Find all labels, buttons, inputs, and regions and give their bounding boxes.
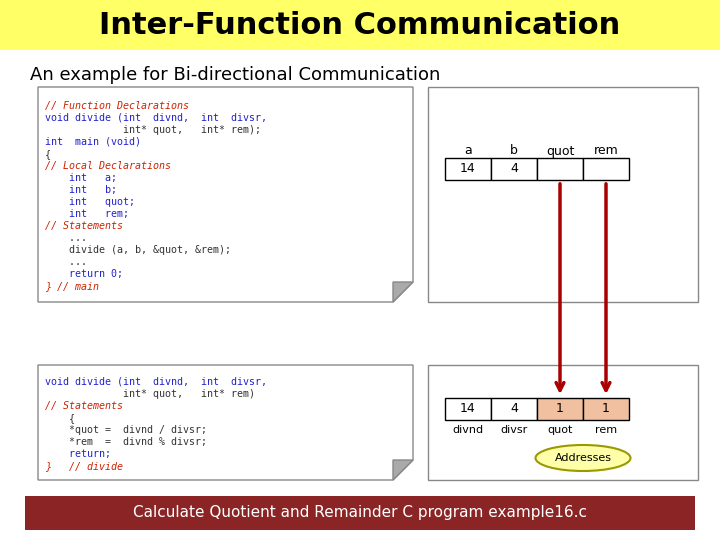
Text: divnd: divnd xyxy=(452,425,484,435)
Text: quot: quot xyxy=(547,425,572,435)
Polygon shape xyxy=(38,365,413,480)
Text: // Statements: // Statements xyxy=(45,221,123,231)
Polygon shape xyxy=(38,87,413,302)
Text: // Function Declarations: // Function Declarations xyxy=(45,101,189,111)
FancyBboxPatch shape xyxy=(583,158,629,180)
Text: 1: 1 xyxy=(602,402,610,415)
FancyBboxPatch shape xyxy=(491,158,537,180)
Text: void divide (int  divnd,  int  divsr,: void divide (int divnd, int divsr, xyxy=(45,113,267,123)
FancyBboxPatch shape xyxy=(428,87,698,302)
Text: 4: 4 xyxy=(510,402,518,415)
Text: Calculate Quotient and Remainder C program example16.c: Calculate Quotient and Remainder C progr… xyxy=(133,505,587,521)
Text: ...: ... xyxy=(45,257,87,267)
Polygon shape xyxy=(393,282,413,302)
Text: ...: ... xyxy=(45,233,87,243)
FancyBboxPatch shape xyxy=(25,496,695,530)
FancyBboxPatch shape xyxy=(583,398,629,420)
Text: 1: 1 xyxy=(556,402,564,415)
Text: void divide (int  divnd,  int  divsr,: void divide (int divnd, int divsr, xyxy=(45,377,267,387)
Text: {: { xyxy=(45,149,51,159)
Text: int   a;: int a; xyxy=(45,173,117,183)
Text: *rem  =  divnd % divsr;: *rem = divnd % divsr; xyxy=(45,437,207,447)
Text: return;: return; xyxy=(45,449,111,459)
FancyBboxPatch shape xyxy=(445,398,491,420)
Text: rem: rem xyxy=(593,145,618,158)
Text: divide (a, b, &quot, &rem);: divide (a, b, &quot, &rem); xyxy=(45,245,231,255)
Text: }   // divide: } // divide xyxy=(45,461,123,471)
Text: Addresses: Addresses xyxy=(554,453,611,463)
FancyBboxPatch shape xyxy=(491,398,537,420)
Text: 14: 14 xyxy=(460,163,476,176)
FancyBboxPatch shape xyxy=(537,158,583,180)
Text: // Local Declarations: // Local Declarations xyxy=(45,161,171,171)
Text: int* quot,   int* rem);: int* quot, int* rem); xyxy=(45,125,261,135)
Text: An example for Bi-directional Communication: An example for Bi-directional Communicat… xyxy=(30,66,441,84)
Text: b: b xyxy=(510,145,518,158)
Text: divsr: divsr xyxy=(500,425,528,435)
Text: 14: 14 xyxy=(460,402,476,415)
Text: {: { xyxy=(45,413,75,423)
FancyBboxPatch shape xyxy=(428,365,698,480)
Text: a: a xyxy=(464,145,472,158)
Text: // Statements: // Statements xyxy=(45,401,123,411)
FancyBboxPatch shape xyxy=(445,158,491,180)
Text: Inter-Function Communication: Inter-Function Communication xyxy=(99,10,621,39)
Text: int   quot;: int quot; xyxy=(45,197,135,207)
Polygon shape xyxy=(393,460,413,480)
Text: 4: 4 xyxy=(510,163,518,176)
Text: int   rem;: int rem; xyxy=(45,209,129,219)
FancyBboxPatch shape xyxy=(0,0,720,50)
Text: return 0;: return 0; xyxy=(45,269,123,279)
Text: int* quot,   int* rem): int* quot, int* rem) xyxy=(45,389,255,399)
Ellipse shape xyxy=(536,445,631,471)
Text: int  main (void): int main (void) xyxy=(45,137,141,147)
Text: int   b;: int b; xyxy=(45,185,117,195)
FancyBboxPatch shape xyxy=(537,398,583,420)
Text: quot: quot xyxy=(546,145,574,158)
Text: *quot =  divnd / divsr;: *quot = divnd / divsr; xyxy=(45,425,207,435)
Text: rem: rem xyxy=(595,425,617,435)
Text: } // main: } // main xyxy=(45,281,99,291)
